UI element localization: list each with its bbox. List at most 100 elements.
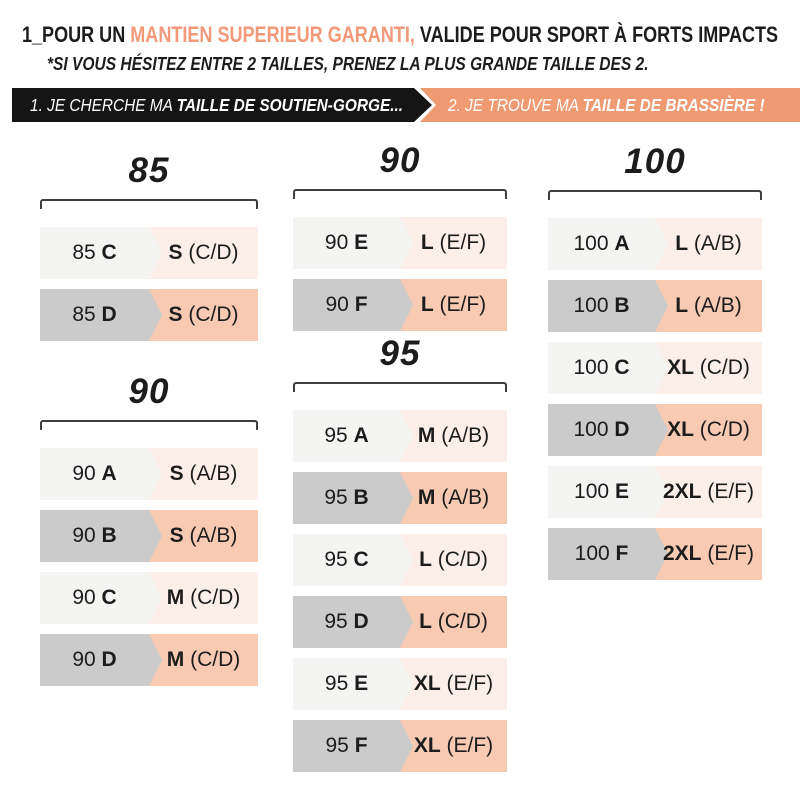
arrow-shape [548, 528, 668, 580]
size-value: 2XL [662, 542, 702, 565]
bra-size-cell: 95 A [293, 410, 400, 462]
row-halves: 100 E 2XL (E/F) [548, 466, 762, 518]
bra-size-cell: 100 B [548, 280, 655, 332]
cup-value: C [101, 586, 117, 609]
size-row-90F: 90 F L (E/F) [293, 279, 507, 331]
size-value: M [417, 424, 436, 447]
bra-size-cell: 90 C [40, 572, 149, 624]
band-size-title: 100 [624, 142, 686, 181]
size-value: M [166, 648, 185, 671]
band-value: 100 [574, 480, 610, 503]
bra-top-size-cell: XL (C/D) [655, 342, 762, 394]
cup-range-value: (E/F) [433, 231, 487, 254]
size-value: L [419, 610, 432, 633]
bra-size-text: 90 F [325, 293, 367, 317]
title-highlight: MANTIEN SUPERIEUR GARANTI, [130, 22, 415, 47]
size-value: S [169, 462, 184, 485]
bra-top-size-cell: M (C/D) [149, 634, 258, 686]
bra-top-size-cell: L (C/D) [400, 534, 507, 586]
bra-top-size-text: L (A/B) [675, 294, 742, 318]
bra-size-text: 100 B [573, 294, 629, 318]
bra-top-size-text: S (A/B) [170, 462, 238, 486]
arrow-shape [40, 289, 162, 341]
size-row-100E: 100 E 2XL (E/F) [548, 466, 762, 518]
bra-size-cell: 95 B [293, 472, 400, 524]
bra-size-text: 100 E [574, 480, 629, 504]
cup-value: B [614, 294, 630, 317]
cup-value: E [354, 672, 369, 695]
bra-top-size-cell: L (E/F) [400, 217, 507, 269]
title-prefix: 1_POUR UN [21, 22, 131, 47]
cup-value: D [353, 610, 369, 633]
bra-size-cell: 90 D [40, 634, 149, 686]
arrow-shape [293, 658, 413, 710]
bra-top-size-text: L (E/F) [421, 293, 486, 317]
size-value: S [168, 241, 183, 264]
bra-size-text: 95 F [325, 734, 367, 758]
row-halves: 90 E L (E/F) [293, 217, 507, 269]
band-value: 95 [324, 610, 348, 633]
size-value: L [675, 232, 689, 255]
arrow-shape [548, 404, 668, 456]
bra-top-size-cell: L (A/B) [655, 280, 762, 332]
cup-range-value: (A/B) [435, 424, 490, 447]
bra-top-size-cell: XL (C/D) [655, 404, 762, 456]
bra-top-size-cell: L (E/F) [400, 279, 507, 331]
step1-prefix: 1. JE CHERCHE MA [30, 94, 177, 115]
size-rows: 90 A S (A/B) 90 B S (A/B) 90 C M (C/D) 90 D M (… [40, 448, 258, 686]
bracket-line [40, 420, 258, 430]
bra-size-cell: 90 B [40, 510, 149, 562]
size-value: L [420, 231, 434, 254]
size-row-100F: 100 F 2XL (E/F) [548, 528, 762, 580]
cup-value: E [614, 480, 629, 503]
row-halves: 95 A M (A/B) [293, 410, 507, 462]
cup-range-value: (C/D) [431, 610, 488, 633]
size-row-85D: 85 D S (C/D) [40, 289, 258, 341]
band-value: 90 [72, 524, 96, 547]
bracket-line [293, 382, 507, 392]
size-value: L [419, 548, 432, 571]
bra-top-size-cell: L (A/B) [655, 218, 762, 270]
bra-top-size-text: S (A/B) [170, 524, 238, 548]
band-value: 90 [72, 462, 96, 485]
bra-size-cell: 90 E [293, 217, 400, 269]
bra-top-size-text: XL (C/D) [667, 356, 750, 380]
row-halves: 95 E XL (E/F) [293, 658, 507, 710]
bra-size-text: 90 D [72, 648, 116, 672]
size-value: S [168, 303, 183, 326]
arrow-shape [293, 217, 413, 269]
size-row-100B: 100 B L (A/B) [548, 280, 762, 332]
arrow-shape [40, 448, 162, 500]
step2-banner-text: 2. JE TROUVE MA TAILLE DE BRASSIÈRE ! [448, 95, 765, 116]
size-value: XL [667, 418, 694, 441]
band-value: 100 [574, 542, 610, 565]
bra-top-size-text: XL (E/F) [414, 672, 493, 696]
size-value: L [420, 293, 434, 316]
size-row-90D: 90 D M (C/D) [40, 634, 258, 686]
bra-size-cell: 100 A [548, 218, 655, 270]
cup-value: A [353, 424, 369, 447]
band-value: 90 [324, 231, 349, 254]
size-value: L [675, 294, 689, 317]
arrow-shape [293, 720, 413, 772]
row-halves: 100 C XL (C/D) [548, 342, 762, 394]
bra-top-size-text: XL (C/D) [667, 418, 750, 442]
size-rows: 85 C S (C/D) 85 D S (C/D) [40, 227, 258, 341]
cup-value: C [614, 356, 630, 379]
band-size-title: 95 [379, 334, 421, 373]
title-suffix: VALIDE POUR SPORT À FORTS IMPACTS [414, 22, 779, 47]
band-value: 90 [72, 586, 96, 609]
band-size-title: 90 [379, 141, 421, 180]
bra-size-text: 90 B [72, 524, 116, 548]
page-title-text: 1_POUR UN MANTIEN SUPERIEUR GARANTI, VAL… [22, 22, 778, 48]
arrow-shape [548, 280, 668, 332]
bra-top-size-cell: S (C/D) [149, 227, 258, 279]
bra-top-size-text: M (A/B) [418, 486, 489, 510]
bra-size-cell: 95 E [293, 658, 400, 710]
bracket-line [293, 189, 507, 199]
size-row-95A: 95 A M (A/B) [293, 410, 507, 462]
cup-value: F [615, 542, 629, 565]
